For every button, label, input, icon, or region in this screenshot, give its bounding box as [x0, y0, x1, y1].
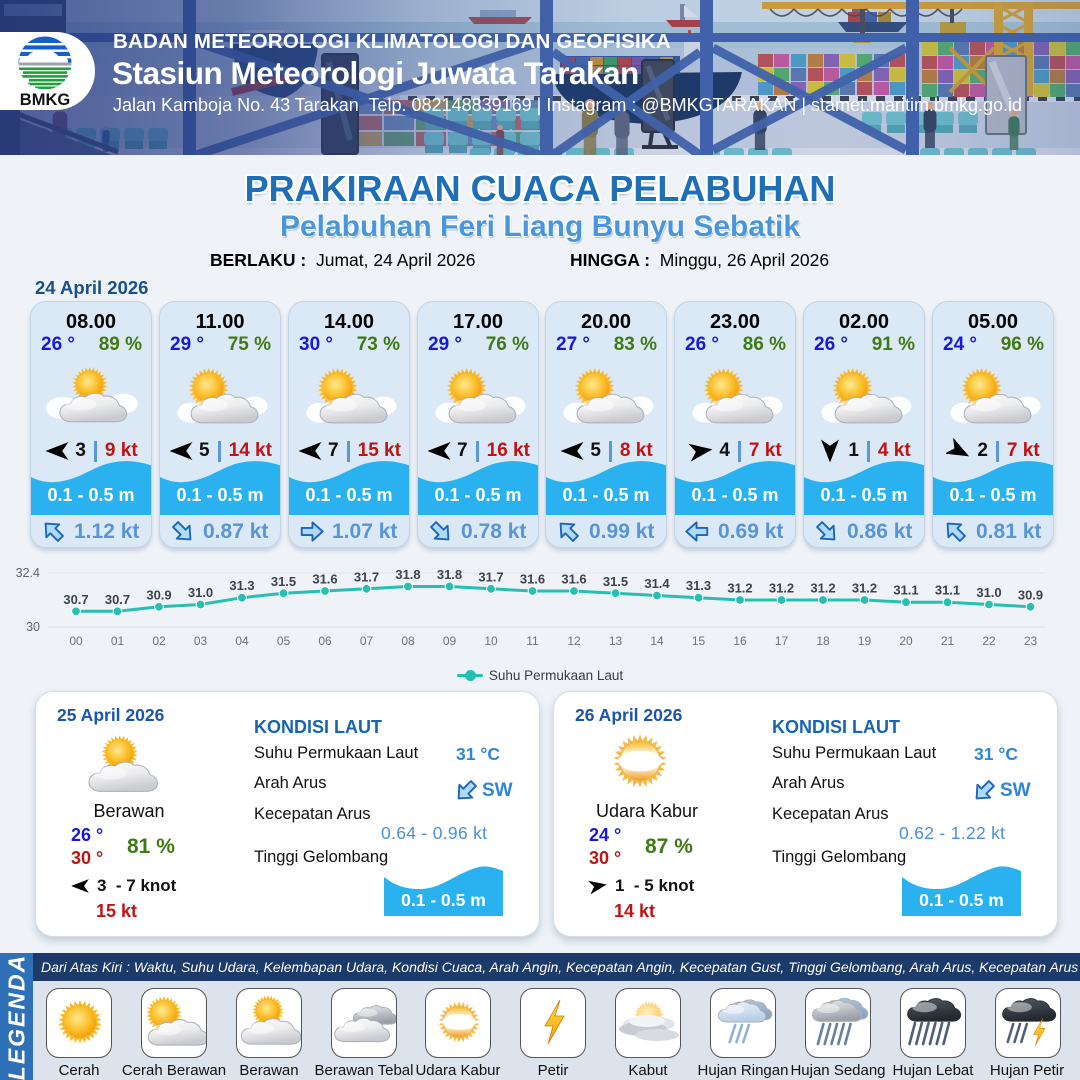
svg-text:21: 21 [941, 634, 955, 648]
svg-text:15: 15 [692, 634, 706, 648]
svg-text:12: 12 [567, 634, 581, 648]
svg-text:31.7: 31.7 [478, 569, 503, 584]
svg-text:02: 02 [152, 634, 166, 648]
svg-text:31.5: 31.5 [271, 574, 296, 589]
svg-text:14: 14 [650, 634, 664, 648]
svg-text:31.6: 31.6 [520, 572, 545, 587]
svg-text:30.9: 30.9 [146, 587, 171, 602]
svg-text:31.8: 31.8 [437, 567, 462, 582]
svg-text:06: 06 [318, 634, 332, 648]
svg-text:31.3: 31.3 [686, 578, 711, 593]
svg-text:17: 17 [775, 634, 789, 648]
svg-text:31.3: 31.3 [229, 578, 254, 593]
svg-text:03: 03 [194, 634, 208, 648]
svg-text:31.1: 31.1 [893, 583, 918, 598]
svg-text:20: 20 [899, 634, 913, 648]
svg-text:BMKG: BMKG [20, 91, 70, 109]
svg-text:00: 00 [69, 634, 83, 648]
svg-text:07: 07 [360, 634, 374, 648]
svg-text:30.9: 30.9 [1018, 587, 1043, 602]
svg-text:31.0: 31.0 [188, 585, 213, 600]
svg-text:16: 16 [733, 634, 747, 648]
svg-text:31.2: 31.2 [727, 581, 752, 596]
svg-text:31.8: 31.8 [395, 567, 420, 582]
svg-text:31.5: 31.5 [603, 574, 628, 589]
svg-text:31.1: 31.1 [935, 583, 960, 598]
svg-text:18: 18 [816, 634, 830, 648]
svg-text:23: 23 [1024, 634, 1038, 648]
svg-text:31.2: 31.2 [769, 581, 794, 596]
svg-text:30: 30 [26, 620, 40, 634]
svg-text:31.6: 31.6 [312, 572, 337, 587]
svg-text:04: 04 [235, 634, 249, 648]
svg-text:31.2: 31.2 [852, 581, 877, 596]
svg-text:01: 01 [111, 634, 125, 648]
svg-text:30.7: 30.7 [63, 592, 88, 607]
svg-text:31.2: 31.2 [810, 581, 835, 596]
svg-text:31.6: 31.6 [561, 572, 586, 587]
svg-text:19: 19 [858, 634, 872, 648]
svg-text:05: 05 [277, 634, 291, 648]
svg-text:08: 08 [401, 634, 415, 648]
svg-text:31.0: 31.0 [976, 585, 1001, 600]
svg-text:22: 22 [982, 634, 996, 648]
svg-text:10: 10 [484, 634, 498, 648]
svg-text:31.4: 31.4 [644, 576, 670, 591]
svg-text:30.7: 30.7 [105, 592, 130, 607]
svg-text:32.4: 32.4 [16, 566, 40, 580]
svg-text:13: 13 [609, 634, 623, 648]
svg-text:09: 09 [443, 634, 457, 648]
svg-text:11: 11 [526, 634, 539, 648]
svg-text:31.7: 31.7 [354, 569, 379, 584]
